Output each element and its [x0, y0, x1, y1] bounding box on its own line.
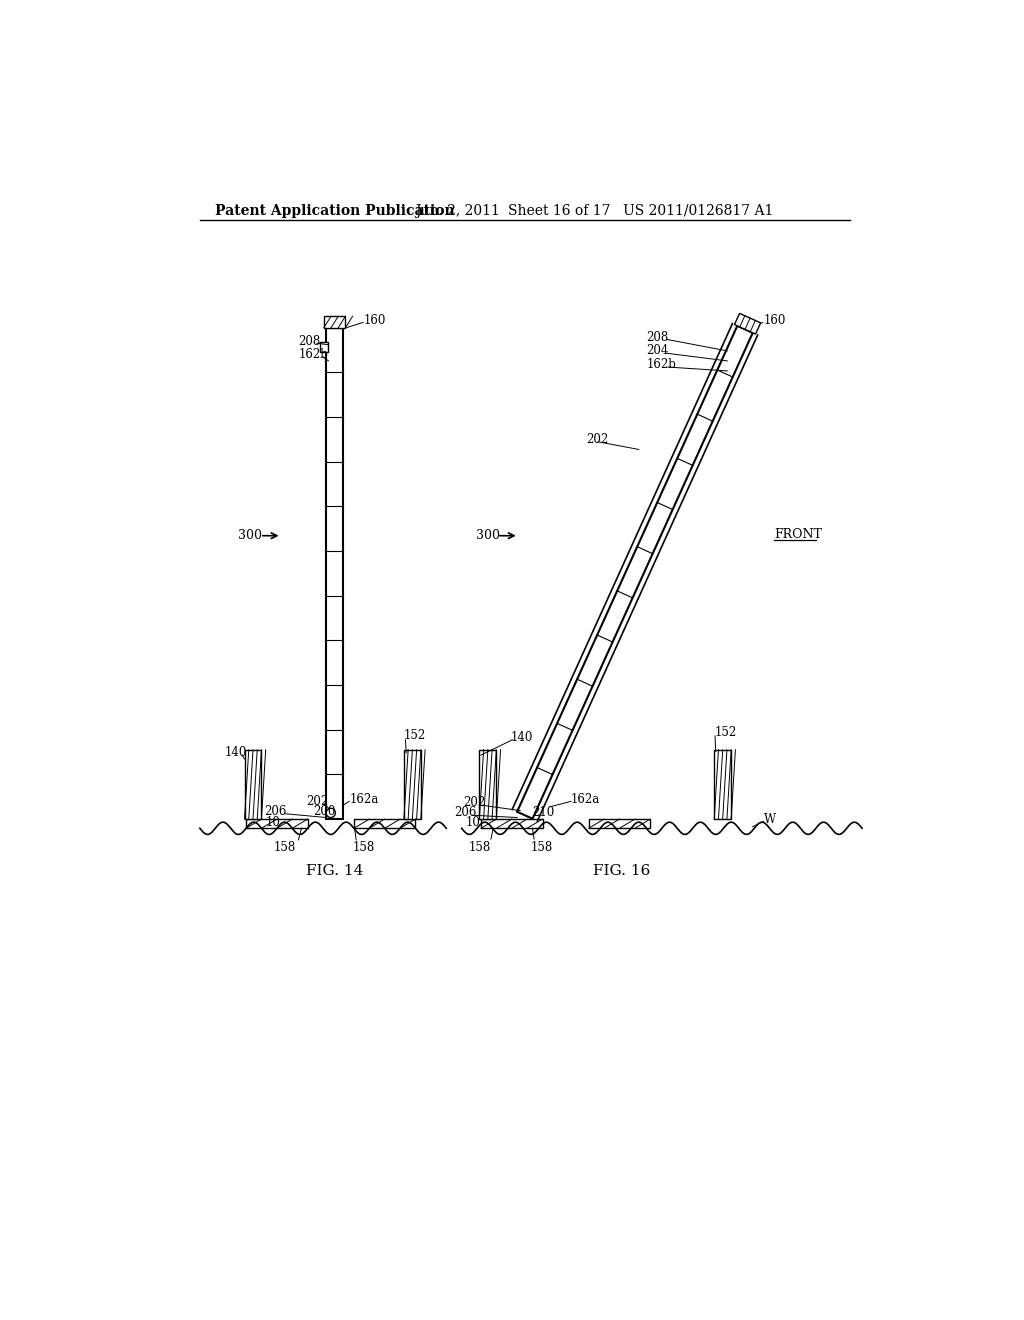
Text: 152: 152 [714, 726, 736, 739]
Text: 140: 140 [224, 746, 247, 759]
Text: 162b: 162b [646, 358, 676, 371]
Bar [245, 750, 261, 818]
Text: FIG. 14: FIG. 14 [306, 863, 364, 878]
Bar [479, 750, 497, 818]
Text: Patent Application Publication: Patent Application Publication [215, 203, 455, 218]
Text: 158: 158 [273, 841, 296, 854]
Text: 152: 152 [403, 730, 426, 742]
Text: 158: 158 [469, 841, 490, 854]
Bar [324, 317, 345, 327]
Bar [714, 750, 731, 818]
Text: 160: 160 [764, 314, 785, 326]
Text: Sheet 16 of 17: Sheet 16 of 17 [508, 203, 610, 218]
Text: 208: 208 [298, 335, 321, 348]
Text: Jun. 2, 2011: Jun. 2, 2011 [416, 203, 501, 218]
Text: 206: 206 [454, 807, 476, 820]
Text: 140: 140 [511, 731, 534, 744]
Text: 300: 300 [239, 529, 262, 543]
Text: 160: 160 [364, 314, 386, 326]
Bar [319, 342, 328, 352]
Text: 162b: 162b [298, 348, 329, 362]
Text: FRONT: FRONT [774, 528, 822, 541]
Text: 300: 300 [475, 529, 500, 543]
Text: 208: 208 [646, 330, 669, 343]
Bar [481, 818, 543, 829]
Text: 158: 158 [531, 841, 553, 854]
Text: 162a: 162a [349, 792, 379, 805]
Bar [354, 818, 416, 829]
Text: 200: 200 [313, 805, 336, 818]
Text: US 2011/0126817 A1: US 2011/0126817 A1 [624, 203, 774, 218]
Bar [589, 818, 650, 829]
Bar [403, 750, 421, 818]
Text: 202: 202 [587, 433, 608, 446]
Text: 206: 206 [264, 805, 287, 818]
Text: 202: 202 [306, 795, 329, 808]
Text: 202: 202 [463, 796, 485, 809]
Polygon shape [517, 326, 753, 818]
Text: 10: 10 [466, 816, 480, 829]
Text: 210: 210 [532, 807, 555, 820]
Bar [246, 818, 307, 829]
Bar [326, 327, 343, 818]
Text: 204: 204 [646, 345, 669, 358]
Text: 162a: 162a [571, 792, 600, 805]
Text: FIG. 16: FIG. 16 [593, 863, 650, 878]
Circle shape [326, 808, 336, 817]
Polygon shape [734, 313, 761, 334]
Text: 10: 10 [265, 816, 281, 829]
Text: 158: 158 [352, 841, 375, 854]
Text: W: W [764, 813, 775, 825]
